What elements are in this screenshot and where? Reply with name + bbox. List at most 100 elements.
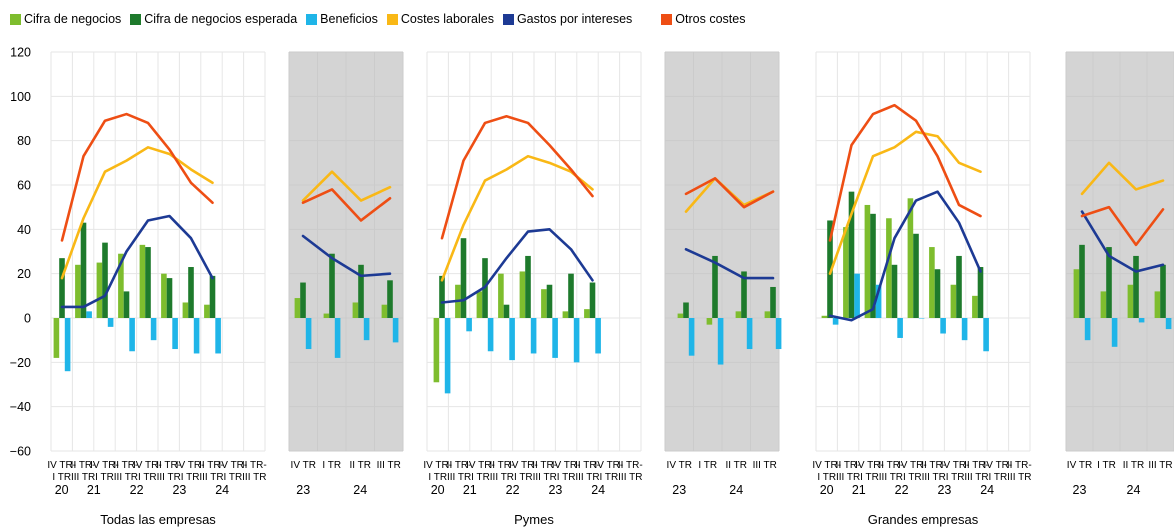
bar-cifra [735,311,742,318]
legend-label-beneficios: Beneficios [320,12,378,26]
bar-cifra [1073,269,1080,318]
bar-cifra-esperada [1160,264,1166,318]
year-label: 24 [729,483,743,497]
y-tick-label: −20 [10,356,31,370]
bar-cifra-esperada [977,267,984,318]
year-label: 23 [937,483,951,497]
y-tick-label: −40 [10,400,31,414]
bar-cifra [1154,291,1161,318]
bar-cifra-esperada [827,220,833,318]
x-tick-label: IV TR- [423,460,452,471]
year-label: 22 [895,483,909,497]
x-tick-label: I TR [600,472,619,483]
bar-beneficios [150,318,157,341]
bar-cifra [706,318,713,325]
x-tick-label: IV TR- [984,460,1013,471]
bar-cifra-esperada [870,213,876,318]
group-title: Pymes [514,512,554,527]
year-label: 23 [296,483,310,497]
x-tick-label: II TR [1123,460,1144,471]
bar-beneficios [466,318,472,332]
x-tick-label: II TR [726,460,747,471]
x-tick-label: I TR [817,472,836,483]
x-tick-label: IV TR- [90,460,119,471]
line-gastos-intereses [1080,210,1165,273]
legend-swatch-cifra [10,13,21,25]
x-tick-label: IV TR- [466,460,495,471]
bar-cifra [907,198,914,318]
bar-beneficios [940,318,946,334]
x-tick-label: IV TR- [898,460,927,471]
x-tick-label: I TR [138,472,157,483]
x-tick-label: II TR- [1007,460,1032,471]
bar-beneficios [107,318,114,327]
line-costes-laborales [440,154,594,282]
bar-beneficios [129,318,135,352]
bar-cifra [1127,284,1134,318]
bar-beneficios [717,318,724,365]
legend-item-beneficios: Beneficios [306,12,378,26]
y-tick-label: 80 [17,134,31,148]
line-otros-costes [1080,205,1165,247]
x-tick-label: II TR [350,460,371,471]
legend-label-otros-costes: Otros costes [675,12,746,26]
x-tick-label: II TR- [242,460,267,471]
year-label: 23 [672,483,686,497]
line-costes-laborales [60,146,214,280]
bar-beneficios [305,318,312,350]
bar-beneficios [775,318,782,350]
x-tick-label: I TR [946,472,965,483]
legend-label-costes-laborales: Costes laborales [400,12,494,26]
legend-label-cifra-esperada: Cifra de negocios esperada [144,12,298,26]
line-costes-laborales [1080,161,1165,196]
x-tick-label: III TR [922,472,946,483]
bar-cifra-esperada [300,282,306,318]
x-tick-label: II TR- [71,460,96,471]
year-label: 24 [980,483,994,497]
bar-cifra [764,311,771,318]
x-tick-label: I TR [95,472,114,483]
bar-cifra [139,244,146,318]
y-tick-label: 20 [17,267,31,281]
bar-beneficios [172,318,178,350]
legend-item-costes-laborales: Costes laborales [386,12,494,26]
bar-cifra [433,318,440,383]
x-tick-label: I TR [989,472,1008,483]
bar-cifra-esperada [1133,255,1139,318]
bar-beneficios [64,318,71,372]
bar-cifra [821,315,828,318]
bar-cifra-esperada [1079,244,1085,318]
legend-item-cifra-esperada: Cifra de negocios esperada [130,12,297,26]
x-tick-label: IV TR- [176,460,205,471]
line-otros-costes [440,114,594,240]
x-tick-label: I TR [52,472,71,483]
year-label: 24 [1127,483,1141,497]
x-tick-label: I TR [860,472,879,483]
x-tick-label: I TR [428,472,447,483]
bar-beneficios [215,318,221,354]
bar-cifra [498,273,504,318]
x-tick-label: II TR- [489,460,514,471]
bar-beneficios [854,273,860,318]
x-tick-label: IV TR- [552,460,581,471]
bar-beneficios [334,318,341,358]
bar-cifra-esperada [59,258,65,318]
bar-cifra [677,313,684,318]
year-label: 24 [591,483,605,497]
year-label: 23 [1073,483,1087,497]
bar-cifra [562,311,569,318]
bar-cifra [476,291,483,318]
x-tick-label: III TR [618,472,642,483]
year-label: 22 [506,483,520,497]
bar-beneficios [1165,318,1172,330]
bar-cifra-esperada [166,278,173,318]
x-tick-label: I TR [224,472,243,483]
x-tick-label: I TR [471,472,490,483]
y-tick-label: 120 [10,46,31,60]
legend-item-otros-costes: Otros costes [661,12,745,26]
x-tick-label: II TR- [199,460,224,471]
bar-cifra-esperada [439,275,445,318]
x-tick-label: II TR- [156,460,181,471]
bar-cifra-esperada [209,275,216,318]
